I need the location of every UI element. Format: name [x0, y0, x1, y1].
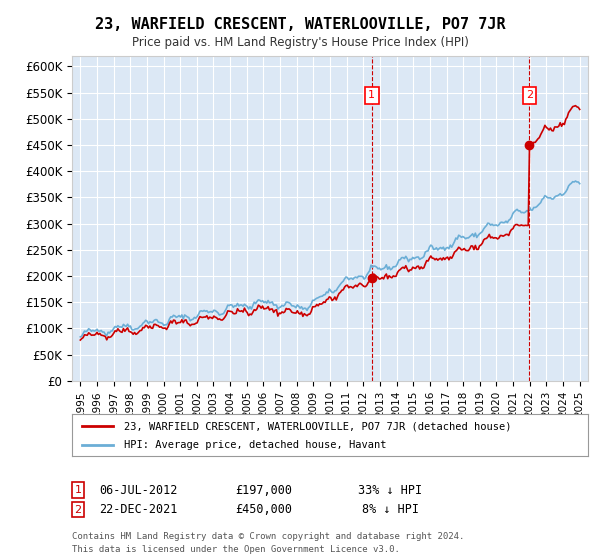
Text: 2: 2 — [74, 505, 82, 515]
Text: 33% ↓ HPI: 33% ↓ HPI — [358, 483, 422, 497]
Text: HPI: Average price, detached house, Havant: HPI: Average price, detached house, Hava… — [124, 440, 386, 450]
Text: 22-DEC-2021: 22-DEC-2021 — [99, 503, 177, 516]
Text: 1: 1 — [74, 485, 82, 495]
Text: 23, WARFIELD CRESCENT, WATERLOOVILLE, PO7 7JR: 23, WARFIELD CRESCENT, WATERLOOVILLE, PO… — [95, 17, 505, 32]
Text: £197,000: £197,000 — [235, 483, 293, 497]
Text: £450,000: £450,000 — [235, 503, 293, 516]
Text: 06-JUL-2012: 06-JUL-2012 — [99, 483, 177, 497]
Text: This data is licensed under the Open Government Licence v3.0.: This data is licensed under the Open Gov… — [72, 545, 400, 554]
Text: 23, WARFIELD CRESCENT, WATERLOOVILLE, PO7 7JR (detached house): 23, WARFIELD CRESCENT, WATERLOOVILLE, PO… — [124, 421, 511, 431]
Text: Contains HM Land Registry data © Crown copyright and database right 2024.: Contains HM Land Registry data © Crown c… — [72, 532, 464, 541]
Text: 2: 2 — [526, 90, 533, 100]
Text: Price paid vs. HM Land Registry's House Price Index (HPI): Price paid vs. HM Land Registry's House … — [131, 36, 469, 49]
Text: 1: 1 — [368, 90, 375, 100]
Text: 8% ↓ HPI: 8% ↓ HPI — [361, 503, 419, 516]
